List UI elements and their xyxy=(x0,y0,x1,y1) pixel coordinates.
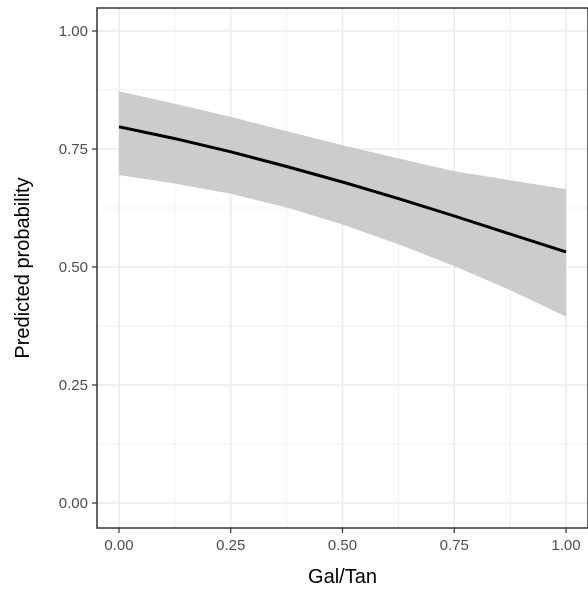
y-tick-label: 0.00 xyxy=(59,495,88,512)
y-tick-label: 0.50 xyxy=(59,259,88,276)
x-axis: 0.00 0.25 0.50 0.75 1.00 xyxy=(104,528,581,554)
x-tick-label: 0.25 xyxy=(216,537,245,554)
y-tick-label: 1.00 xyxy=(59,23,88,40)
y-axis: 0.00 0.25 0.50 0.75 1.00 xyxy=(59,23,97,512)
x-tick-label: 1.00 xyxy=(551,537,580,554)
fitted-line xyxy=(118,125,567,254)
y-axis-title: Predicted probability xyxy=(12,177,34,358)
y-tick-label: 0.25 xyxy=(59,377,88,394)
x-tick-label: 0.50 xyxy=(328,537,357,554)
confidence-band xyxy=(119,91,566,317)
x-tick-label: 0.00 xyxy=(104,537,133,554)
x-tick-label: 0.75 xyxy=(440,537,469,554)
y-tick-label: 0.75 xyxy=(59,141,88,158)
x-axis-title: Gal/Tan xyxy=(308,566,377,588)
